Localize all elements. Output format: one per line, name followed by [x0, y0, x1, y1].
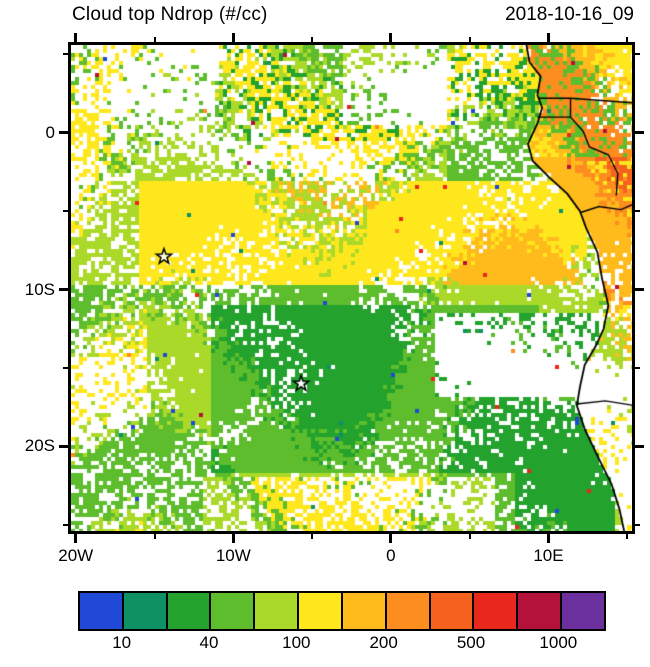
y-axis-minor-tick-right	[635, 523, 640, 526]
y-axis-tick-label: 0	[45, 122, 55, 142]
y-axis-minor-tick-right	[635, 53, 640, 56]
y-axis-major-tick-right	[635, 288, 644, 292]
colorbar-segment	[340, 593, 385, 629]
plot-title: Cloud top Ndrop (#/cc)	[72, 4, 268, 25]
x-axis-tick-label: 0	[386, 546, 396, 565]
y-axis-major-tick-right	[635, 444, 644, 448]
y-axis-major-tick	[59, 444, 68, 448]
colorbar-segment	[209, 593, 254, 629]
x-axis-tick-label: 20W	[58, 546, 94, 565]
colorbar-tick-label: 1000	[539, 633, 578, 652]
x-axis-major-tick	[389, 534, 393, 543]
colorbar-segment	[384, 593, 429, 629]
colorbar-segment	[165, 593, 210, 629]
y-axis-tick-label: 10S	[24, 279, 55, 299]
colorbar-segment	[516, 593, 561, 629]
colorbar-segment	[121, 593, 166, 629]
colorbar-tick-label: 200	[369, 633, 398, 652]
x-axis-major-tick	[74, 534, 78, 543]
colorbar-tick-label: 100	[282, 633, 311, 652]
y-axis-minor-tick-right	[635, 366, 640, 369]
y-axis-minor-tick	[63, 53, 68, 56]
x-axis-minor-tick	[153, 534, 156, 539]
y-axis-minor-tick	[63, 523, 68, 526]
y-axis-major-tick	[59, 131, 68, 135]
x-axis-minor-tick	[468, 534, 471, 539]
colorbar-segment	[297, 593, 341, 629]
x-axis-minor-tick-top	[153, 37, 156, 42]
x-axis-minor-tick	[311, 534, 314, 539]
colorbar-tick-label: 40	[199, 633, 219, 652]
colorbar-segment	[560, 593, 604, 629]
y-axis-minor-tick	[63, 210, 68, 213]
map-canvas	[71, 45, 632, 531]
y-axis-minor-tick	[63, 366, 68, 369]
y-axis-minor-tick-right	[635, 210, 640, 213]
x-axis-tick-label: 10E	[533, 546, 564, 565]
colorbar-segment	[428, 593, 473, 629]
colorbar	[78, 591, 606, 631]
x-axis-major-tick	[546, 534, 550, 543]
colorbar-tick-label: 500	[456, 633, 486, 652]
y-axis-tick-label: 20S	[24, 436, 55, 456]
colorbar-tick-label: 10	[112, 633, 132, 652]
colorbar-segment	[253, 593, 298, 629]
colorbar-segment	[472, 593, 517, 629]
x-axis-major-tick-top	[546, 33, 550, 42]
x-axis-major-tick-top	[231, 33, 235, 42]
plot-timestamp: 2018-10-16_09	[505, 4, 634, 25]
colorbar-segment	[80, 593, 122, 629]
x-axis-minor-tick-top	[626, 37, 629, 42]
x-axis-minor-tick-top	[311, 37, 314, 42]
x-axis-major-tick	[231, 534, 235, 543]
y-axis-major-tick-right	[635, 131, 644, 135]
x-axis-tick-label: 10W	[215, 546, 251, 565]
x-axis-major-tick-top	[74, 33, 78, 42]
x-axis-minor-tick	[626, 534, 629, 539]
x-axis-major-tick-top	[389, 33, 393, 42]
y-axis-major-tick	[59, 288, 68, 292]
map-frame	[68, 42, 635, 534]
x-axis-minor-tick-top	[468, 37, 471, 42]
